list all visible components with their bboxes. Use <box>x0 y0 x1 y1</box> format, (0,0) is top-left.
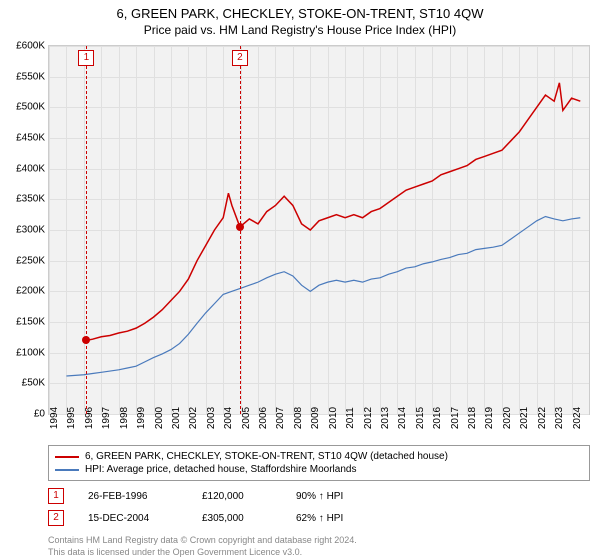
y-axis-label: £0 <box>34 409 45 420</box>
legend-swatch <box>55 456 79 458</box>
transaction-row: 2 15-DEC-2004 £305,000 62% ↑ HPI <box>48 507 590 529</box>
y-axis-label: £400K <box>16 163 45 174</box>
marker-box: 2 <box>232 50 248 66</box>
transaction-row: 1 26-FEB-1996 £120,000 90% ↑ HPI <box>48 485 590 507</box>
y-axis-label: £50K <box>22 378 45 389</box>
footer-line-2: This data is licensed under the Open Gov… <box>48 547 590 559</box>
marker-dot <box>82 336 90 344</box>
legend-row: 6, GREEN PARK, CHECKLEY, STOKE-ON-TRENT,… <box>55 450 583 463</box>
transaction-table: 1 26-FEB-1996 £120,000 90% ↑ HPI 2 15-DEC-200… <box>48 485 590 529</box>
transaction-date: 15-DEC-2004 <box>88 513 178 524</box>
transaction-pct: 90% ↑ HPI <box>296 491 386 502</box>
series-property <box>86 83 580 341</box>
marker-dot <box>236 223 244 231</box>
y-axis-label: £150K <box>16 317 45 328</box>
transaction-marker: 1 <box>48 488 64 504</box>
legend-row: HPI: Average price, detached house, Staf… <box>55 463 583 476</box>
chart-title: 6, GREEN PARK, CHECKLEY, STOKE-ON-TRENT,… <box>0 0 600 21</box>
y-axis-label: £100K <box>16 347 45 358</box>
marker-line <box>86 46 87 414</box>
y-axis-label: £550K <box>16 71 45 82</box>
marker-box: 1 <box>78 50 94 66</box>
chart-legend: 6, GREEN PARK, CHECKLEY, STOKE-ON-TRENT,… <box>48 445 590 481</box>
y-axis-label: £350K <box>16 194 45 205</box>
y-axis-label: £200K <box>16 286 45 297</box>
chart-subtitle: Price paid vs. HM Land Registry's House … <box>0 21 600 37</box>
transaction-date: 26-FEB-1996 <box>88 491 178 502</box>
legend-label: 6, GREEN PARK, CHECKLEY, STOKE-ON-TRENT,… <box>85 451 448 462</box>
y-axis-label: £500K <box>16 102 45 113</box>
chart-lines <box>49 46 589 414</box>
legend-swatch <box>55 469 79 471</box>
chart-plot-area: £0£50K£100K£150K£200K£250K£300K£350K£400… <box>48 45 590 415</box>
transaction-pct: 62% ↑ HPI <box>296 513 386 524</box>
series-hpi <box>66 217 580 376</box>
y-axis-label: £450K <box>16 133 45 144</box>
footer-attribution: Contains HM Land Registry data © Crown c… <box>48 535 590 558</box>
y-axis-label: £250K <box>16 255 45 266</box>
transaction-marker: 2 <box>48 510 64 526</box>
transaction-price: £120,000 <box>202 491 272 502</box>
transaction-price: £305,000 <box>202 513 272 524</box>
legend-label: HPI: Average price, detached house, Staf… <box>85 464 356 475</box>
y-axis-label: £600K <box>16 41 45 52</box>
footer-line-1: Contains HM Land Registry data © Crown c… <box>48 535 590 547</box>
y-axis-label: £300K <box>16 225 45 236</box>
